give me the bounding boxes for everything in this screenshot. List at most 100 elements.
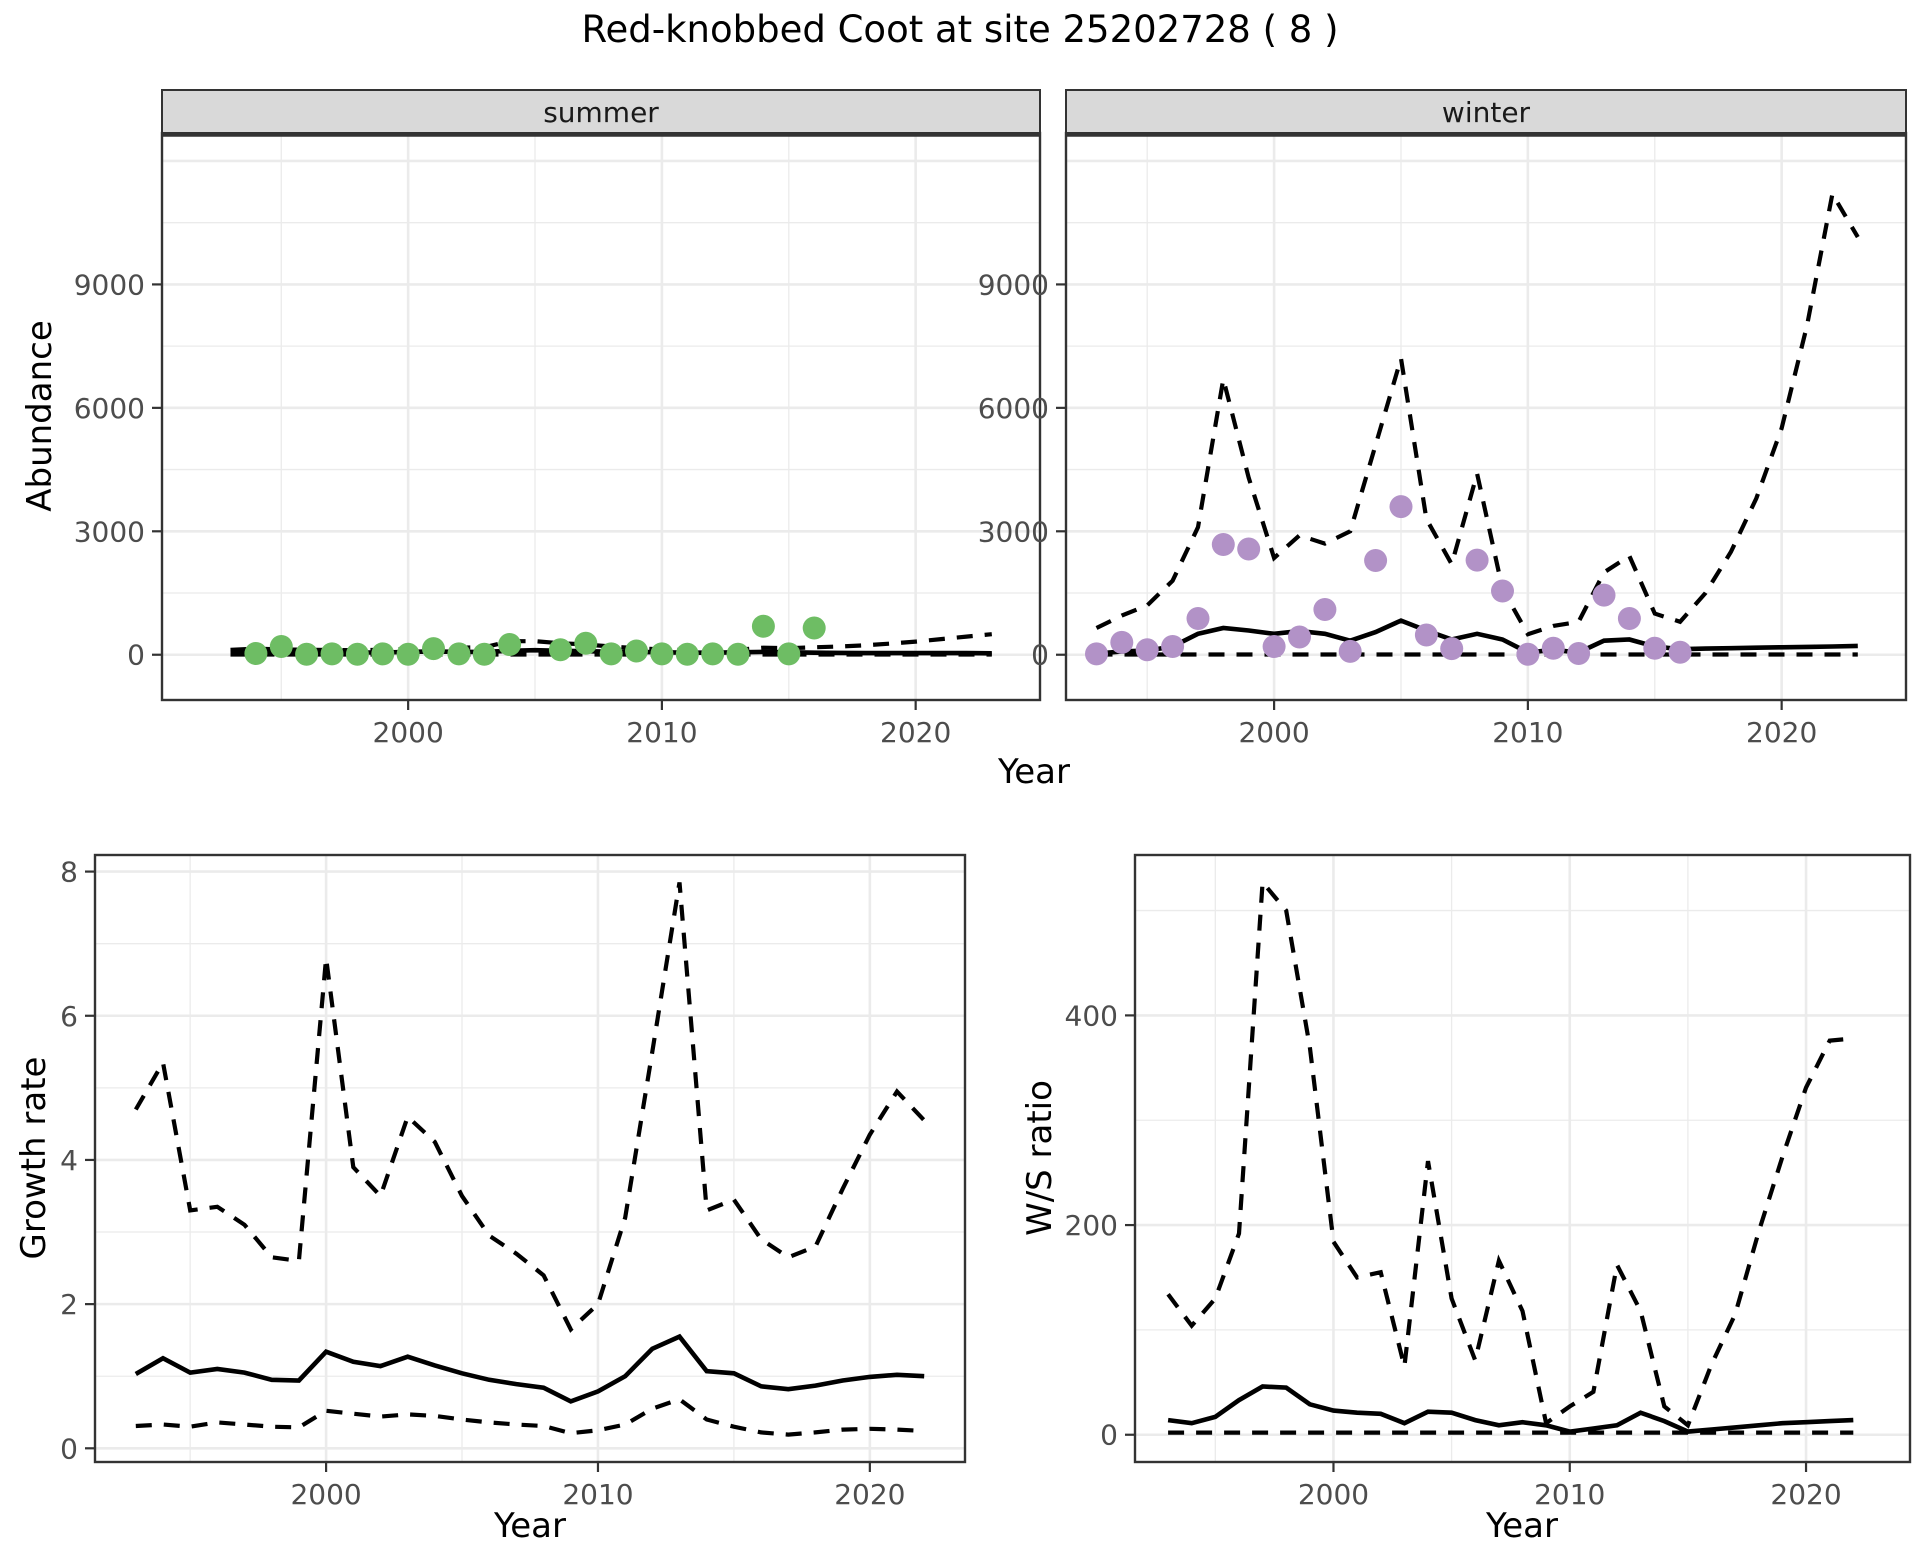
series-group xyxy=(1166,876,1854,1435)
y-tick-label: 200 xyxy=(1065,1209,1118,1242)
series-line-upper_ci xyxy=(1095,188,1860,637)
x-tick-label: 2020 xyxy=(1746,716,1817,749)
series-line-lower_ci xyxy=(135,1396,925,1437)
x-tick-label: 2010 xyxy=(626,716,697,749)
data-point xyxy=(599,642,623,666)
data-point xyxy=(1668,640,1692,664)
y-tick-label: 9000 xyxy=(978,268,1049,301)
data-point xyxy=(574,631,598,655)
data-point xyxy=(625,639,648,663)
panel-background xyxy=(162,133,1040,700)
data-point xyxy=(726,642,750,666)
data-point xyxy=(1617,607,1641,630)
x-tick-label: 2010 xyxy=(562,1478,633,1511)
x-axis-title-year-growth: Year xyxy=(494,1506,566,1546)
series-line-upper_ci xyxy=(1166,876,1854,1429)
data-point xyxy=(1211,533,1235,556)
x-tick-label: 2000 xyxy=(373,716,444,749)
data-point xyxy=(1161,635,1185,658)
series-group xyxy=(230,614,992,666)
y-tick-label: 400 xyxy=(1065,999,1118,1032)
x-tick-label: 2000 xyxy=(290,1478,361,1511)
data-point xyxy=(1491,579,1514,603)
data-point xyxy=(548,638,572,662)
y-tick-label: 6000 xyxy=(74,392,145,425)
series-line-median xyxy=(1167,1384,1854,1434)
data-point xyxy=(371,642,395,666)
series-line-upper_ci xyxy=(133,882,926,1333)
panel-background xyxy=(1135,855,1910,1462)
data-point xyxy=(1643,636,1667,660)
facet-strip-label-winter: winter xyxy=(1441,96,1531,129)
facet-strip xyxy=(161,89,1041,134)
data-point xyxy=(650,642,674,666)
data-point xyxy=(1364,549,1388,572)
panel-border xyxy=(93,853,967,1464)
data-point xyxy=(447,642,471,666)
x-axis-title-year-ws: Year xyxy=(1486,1506,1558,1546)
x-tick-label: 2010 xyxy=(1492,716,1563,749)
data-point xyxy=(675,642,699,666)
data-point xyxy=(1135,638,1159,662)
y-tick-label: 0 xyxy=(60,1432,78,1465)
panel-abundance_winter: 2000 2010 2020 0 3000 6000 9000 xyxy=(978,89,1908,749)
data-point xyxy=(751,614,775,638)
facet-strip-label-summer: summer xyxy=(543,96,659,129)
x-tick-label: 2020 xyxy=(834,1478,905,1511)
panel-growth_rate: 2000 2010 2020 0 2 4 6 8 xyxy=(60,853,967,1511)
data-point xyxy=(1389,495,1413,519)
x-tick-label: 2000 xyxy=(1298,1478,1369,1511)
y-tick-label: 8 xyxy=(60,856,78,889)
data-point xyxy=(498,633,522,656)
data-point xyxy=(1110,630,1134,654)
data-point xyxy=(1414,623,1438,647)
series-group xyxy=(1085,188,1860,666)
data-point xyxy=(1262,635,1286,658)
facet-strip xyxy=(1065,89,1907,134)
data-point xyxy=(1288,625,1311,649)
y-tick-label: 3000 xyxy=(74,515,145,548)
panel-border xyxy=(1133,853,1912,1464)
data-point xyxy=(1567,642,1591,665)
data-point xyxy=(802,616,826,640)
figure-title: Red-knobbed Coot at site 25202728 ( 8 ) xyxy=(581,8,1339,51)
y-tick-label: 6 xyxy=(60,1000,78,1033)
data-point xyxy=(1440,637,1464,661)
data-point xyxy=(472,642,496,666)
panel-background xyxy=(1066,133,1906,700)
data-point xyxy=(1465,548,1489,572)
series-group xyxy=(133,882,926,1437)
data-point xyxy=(422,637,445,661)
data-point xyxy=(1186,607,1210,630)
panel-background xyxy=(95,855,965,1462)
y-tick-label: 0 xyxy=(127,639,145,672)
data-point xyxy=(1313,598,1337,621)
data-point xyxy=(295,642,319,666)
panel-abundance_summer: 2000 2010 2020 0 3000 6000 9000 xyxy=(74,89,1042,749)
y-tick-label: 3000 xyxy=(978,515,1049,548)
data-point xyxy=(1338,639,1362,663)
panel-ws_ratio: 2000 2010 2020 0 200 400 xyxy=(1065,853,1912,1511)
x-tick-label: 2010 xyxy=(1534,1478,1605,1511)
x-tick-label: 2000 xyxy=(1238,716,1309,749)
data-point xyxy=(345,642,369,666)
series-line-median xyxy=(134,1333,925,1404)
series-line-median xyxy=(1096,618,1858,656)
y-tick-label: 9000 xyxy=(74,268,145,301)
data-point xyxy=(701,642,725,666)
x-tick-label: 2020 xyxy=(1770,1478,1841,1511)
y-tick-label: 6000 xyxy=(978,392,1049,425)
y-tick-label: 4 xyxy=(60,1144,78,1177)
data-point xyxy=(777,642,801,666)
data-point xyxy=(396,642,420,666)
data-point xyxy=(1516,642,1540,666)
data-point xyxy=(269,635,293,658)
x-axis-title-year-top: Year xyxy=(998,752,1070,792)
y-tick-label: 0 xyxy=(1100,1419,1118,1452)
data-point xyxy=(320,642,344,666)
data-point xyxy=(1592,583,1616,607)
y-tick-label: 2 xyxy=(60,1288,78,1321)
data-point xyxy=(1541,636,1565,660)
